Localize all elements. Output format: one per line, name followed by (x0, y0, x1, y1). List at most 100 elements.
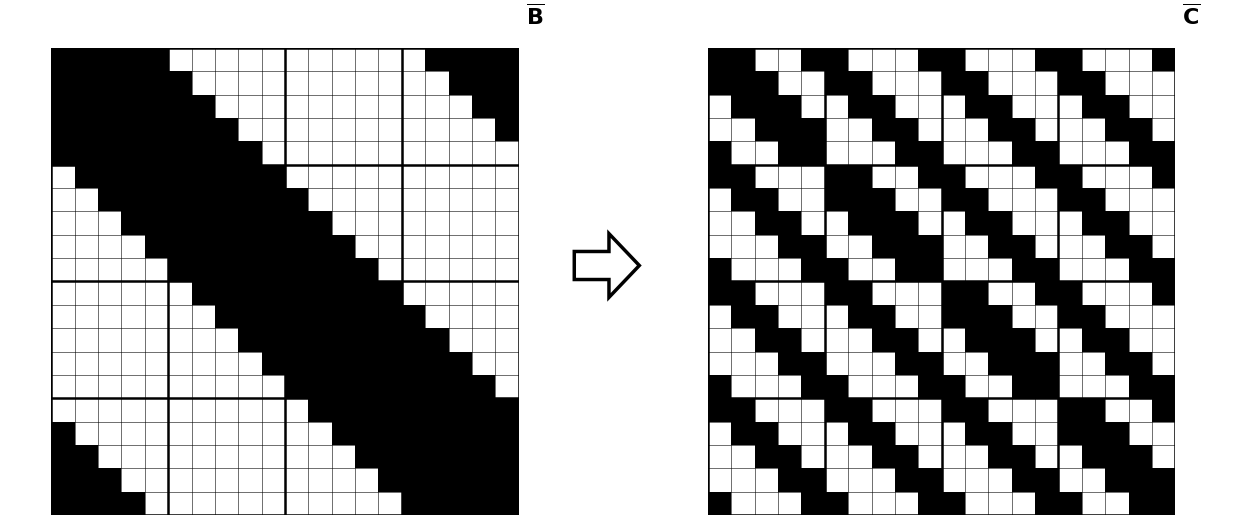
Bar (755, 71, 778, 95)
Bar (849, 165, 871, 188)
Bar (261, 211, 285, 235)
Bar (496, 422, 519, 445)
Bar (449, 468, 472, 492)
Bar (1105, 211, 1129, 235)
Bar (802, 468, 825, 492)
Bar (1012, 235, 1035, 258)
Bar (895, 352, 918, 375)
Bar (965, 71, 989, 95)
Bar (965, 211, 989, 235)
Bar (51, 492, 74, 515)
Bar (472, 48, 496, 71)
Bar (1058, 281, 1082, 305)
Bar (942, 188, 965, 211)
Bar (1058, 188, 1082, 211)
Bar (1105, 468, 1129, 492)
Bar (356, 258, 378, 281)
Bar (356, 422, 378, 445)
Bar (755, 95, 778, 118)
Bar (1129, 375, 1152, 398)
Bar (261, 235, 285, 258)
Bar (496, 118, 519, 141)
Bar (1152, 165, 1176, 188)
Bar (1082, 211, 1105, 235)
Bar (51, 445, 74, 468)
Bar (731, 188, 755, 211)
Bar (1152, 492, 1176, 515)
Bar (1082, 398, 1105, 422)
Bar (472, 422, 496, 445)
Bar (755, 118, 778, 141)
Bar (1035, 258, 1058, 281)
Bar (98, 468, 121, 492)
Bar (1105, 95, 1129, 118)
Bar (261, 258, 285, 281)
Bar (1035, 48, 1058, 71)
Bar (425, 375, 449, 398)
Bar (425, 352, 449, 375)
Bar (825, 281, 849, 305)
Bar (145, 95, 169, 118)
Bar (472, 492, 496, 515)
Bar (169, 95, 192, 118)
Bar (51, 95, 74, 118)
Bar (261, 188, 285, 211)
Bar (309, 328, 332, 352)
Bar (51, 422, 74, 445)
Bar (145, 141, 169, 165)
Bar (989, 445, 1012, 468)
Bar (145, 211, 169, 235)
Bar (778, 352, 802, 375)
Text: $\overline{\mathbf{C}}$: $\overline{\mathbf{C}}$ (1182, 4, 1201, 29)
Bar (802, 375, 825, 398)
Bar (707, 281, 731, 305)
Bar (895, 141, 918, 165)
Bar (192, 211, 214, 235)
FancyArrow shape (575, 234, 639, 297)
Bar (871, 445, 895, 468)
Bar (401, 492, 425, 515)
Bar (238, 165, 261, 188)
Bar (309, 211, 332, 235)
Bar (378, 445, 401, 468)
Bar (309, 398, 332, 422)
Bar (778, 211, 802, 235)
Bar (918, 141, 942, 165)
Bar (895, 328, 918, 352)
Bar (98, 492, 121, 515)
Bar (51, 468, 74, 492)
Bar (169, 235, 192, 258)
Bar (965, 328, 989, 352)
Bar (707, 71, 731, 95)
Bar (285, 211, 309, 235)
Bar (871, 211, 895, 235)
Bar (731, 48, 755, 71)
Bar (356, 352, 378, 375)
Bar (401, 398, 425, 422)
Bar (449, 445, 472, 468)
Bar (755, 211, 778, 235)
Bar (74, 48, 98, 71)
Bar (942, 398, 965, 422)
Bar (401, 328, 425, 352)
Bar (425, 422, 449, 445)
Bar (825, 165, 849, 188)
Bar (121, 71, 145, 95)
Bar (401, 375, 425, 398)
Bar (378, 281, 401, 305)
Bar (51, 48, 74, 71)
Bar (309, 375, 332, 398)
Bar (989, 95, 1012, 118)
Bar (169, 71, 192, 95)
Bar (192, 118, 214, 141)
Bar (989, 211, 1012, 235)
Bar (472, 398, 496, 422)
Bar (496, 95, 519, 118)
Bar (192, 95, 214, 118)
Bar (472, 445, 496, 468)
Bar (309, 352, 332, 375)
Bar (1105, 328, 1129, 352)
Bar (238, 281, 261, 305)
Bar (755, 188, 778, 211)
Bar (1082, 71, 1105, 95)
